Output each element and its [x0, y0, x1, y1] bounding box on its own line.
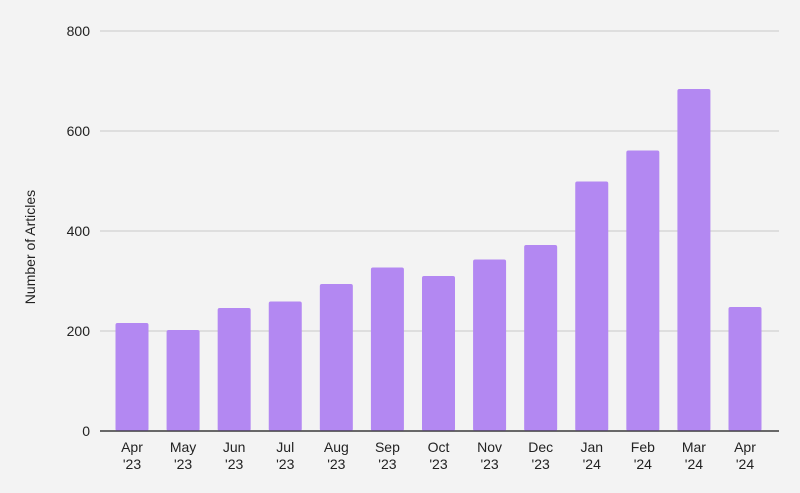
bar [575, 181, 609, 431]
bar [473, 259, 507, 431]
y-tick-labels: 0 200 400 600 800 [67, 23, 91, 439]
x-tick-label: May '23 [170, 439, 196, 472]
x-tick-label: Apr '23 [121, 439, 143, 472]
bar [728, 307, 762, 431]
x-tick-label: Mar '24 [682, 439, 706, 472]
bar [115, 323, 149, 431]
x-tick-label: Jul '23 [276, 439, 294, 472]
y-tick-label: 0 [82, 423, 90, 439]
x-tick-label: Feb '24 [631, 439, 655, 472]
x-tick-label: Jan '24 [580, 439, 603, 472]
y-tick-label: 400 [67, 223, 91, 239]
bar [524, 245, 558, 431]
bars [115, 89, 762, 431]
x-tick-label: Dec '23 [528, 439, 553, 472]
y-tick-label: 600 [67, 123, 91, 139]
y-axis-title: Number of Articles [22, 190, 38, 304]
x-tick-label: Apr '24 [734, 439, 756, 472]
bar [319, 284, 353, 431]
x-tick-label: Nov '23 [477, 439, 502, 472]
x-tick-label: Sep '23 [375, 439, 400, 472]
bar [422, 276, 455, 431]
bar [166, 330, 200, 431]
x-tick-label: Jun '23 [223, 439, 246, 472]
y-tick-label: 200 [67, 323, 91, 339]
bar [626, 150, 660, 431]
bar [677, 89, 711, 431]
x-tick-labels: Apr '23 May '23 Jun '23 Jul '23 Aug '23 Sep '23 Oct '… [121, 439, 756, 472]
bar [268, 301, 302, 431]
y-tick-label: 800 [67, 23, 91, 39]
x-tick-label: Oct '23 [428, 439, 450, 472]
bar [370, 267, 404, 431]
x-tick-label: Aug '23 [324, 439, 349, 472]
bar [217, 308, 251, 431]
